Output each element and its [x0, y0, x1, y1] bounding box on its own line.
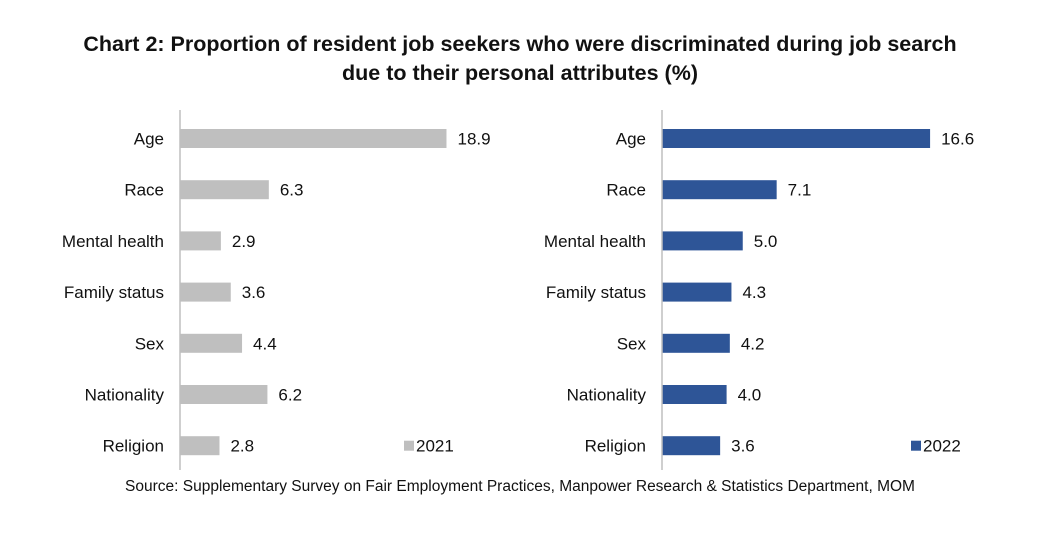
- data-label: 2.8: [230, 437, 254, 456]
- category-label: Religion: [585, 437, 646, 456]
- category-label: Mental health: [62, 232, 164, 251]
- category-label: Sex: [135, 334, 165, 353]
- data-label: 7.1: [788, 181, 812, 200]
- bar: [662, 180, 777, 200]
- chart-title-line1: Chart 2: Proportion of resident job seek…: [83, 32, 957, 56]
- bar: [180, 129, 447, 148]
- category-label: Mental health: [544, 232, 646, 251]
- category-label: Sex: [617, 334, 647, 353]
- data-label: 3.6: [731, 437, 755, 456]
- bar: [662, 231, 743, 251]
- data-label: 4.3: [742, 283, 766, 302]
- chart-panel-2022: Age 16.6 Race 7.1 Mental health 5.0 Family sta…: [544, 110, 974, 470]
- chart-title-line2: due to their personal attributes (%): [342, 61, 698, 85]
- chart-title: Chart 2: Proportion of resident job seek…: [0, 30, 1040, 88]
- bar: [662, 436, 721, 456]
- legend-swatch: [404, 440, 414, 451]
- bar: [180, 385, 268, 404]
- category-label: Age: [134, 130, 164, 149]
- legend-label: 2021: [416, 437, 454, 456]
- data-label: 4.0: [738, 386, 762, 405]
- category-label: Race: [124, 181, 164, 200]
- legend-swatch: [911, 440, 921, 451]
- chart-panel-2021: Age 18.9 Race 6.3 Mental health 2.9 Family sta…: [62, 110, 491, 470]
- data-label: 3.6: [242, 283, 266, 302]
- bar: [662, 333, 730, 353]
- category-label: Nationality: [567, 386, 647, 405]
- data-label: 5.0: [754, 232, 778, 251]
- bar: [662, 282, 732, 302]
- data-label: 6.3: [280, 181, 304, 200]
- category-label: Age: [616, 130, 646, 149]
- data-label: 6.2: [278, 386, 302, 405]
- category-label: Family status: [546, 283, 646, 302]
- bar: [180, 282, 231, 302]
- bar: [180, 180, 269, 200]
- legend-label: 2022: [923, 437, 961, 456]
- data-label: 18.9: [457, 130, 490, 149]
- bar: [180, 231, 221, 251]
- bar: [662, 385, 727, 404]
- category-label: Nationality: [85, 386, 165, 405]
- category-label: Family status: [64, 283, 164, 302]
- bar: [662, 129, 931, 148]
- category-label: Religion: [103, 437, 164, 456]
- data-label: 2.9: [232, 232, 256, 251]
- data-label: 4.4: [253, 334, 277, 353]
- source-note: Source: Supplementary Survey on Fair Emp…: [125, 478, 915, 495]
- bar: [180, 333, 243, 353]
- data-label: 16.6: [941, 130, 974, 149]
- data-label: 4.2: [741, 334, 765, 353]
- category-label: Race: [606, 181, 646, 200]
- bar: [180, 436, 220, 456]
